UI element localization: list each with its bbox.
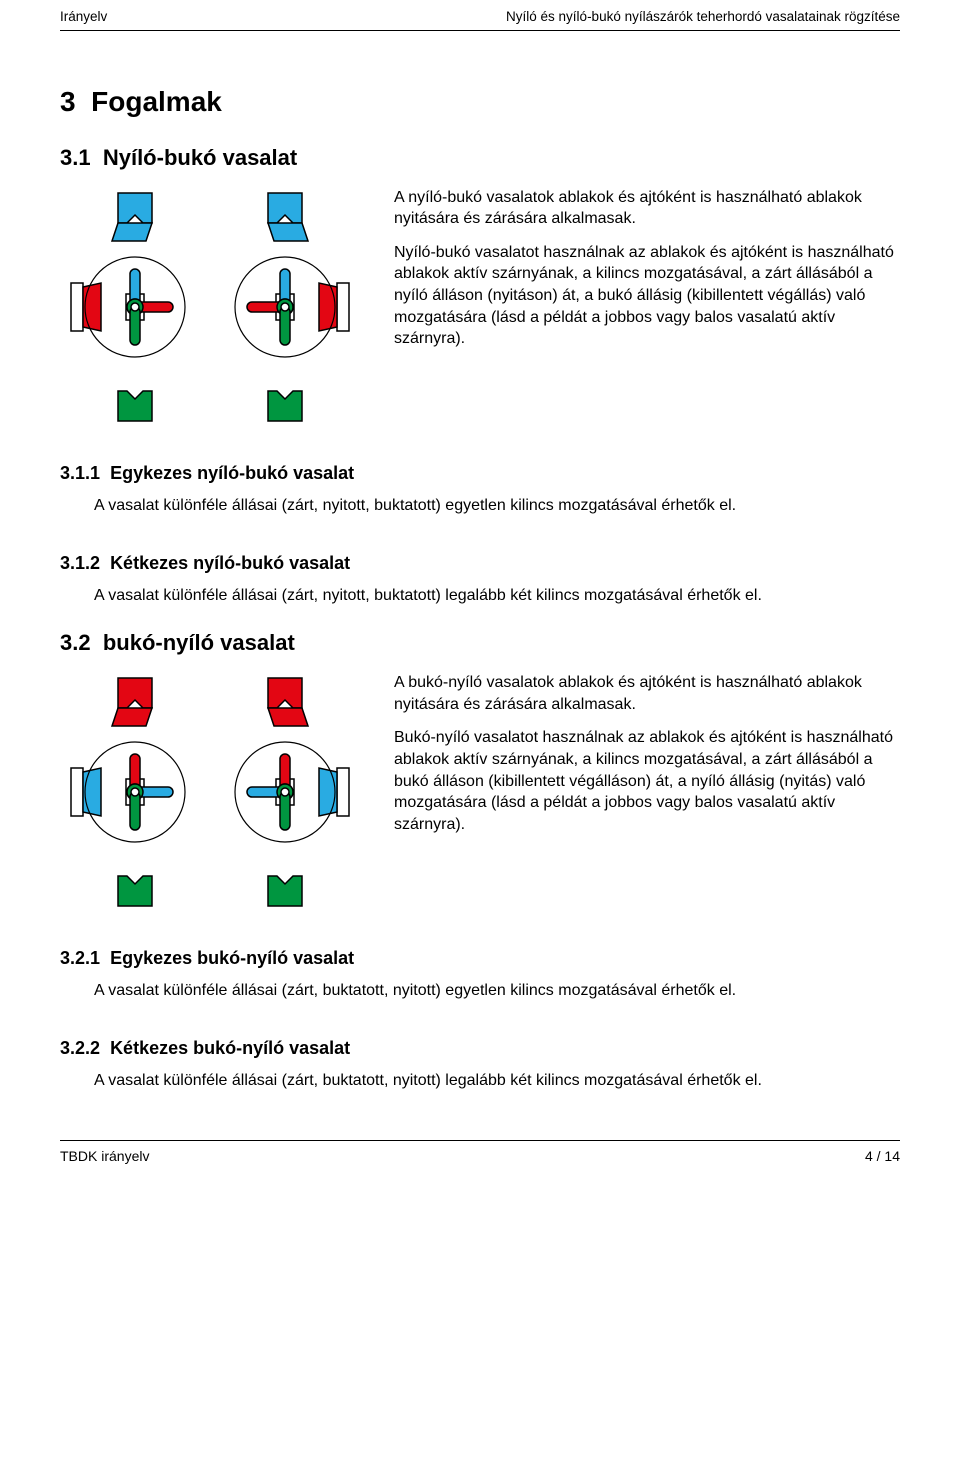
diagram-buko-nyilo-svg [60, 672, 360, 912]
heading-3-2-2: 3.2.2 Kétkezes bukó-nyíló vasalat [60, 1036, 900, 1060]
heading-3-1-2-num: 3.1.2 [60, 553, 100, 573]
heading-3-2-1-num: 3.2.1 [60, 948, 100, 968]
heading-3-1-1-title: Egykezes nyíló-bukó vasalat [110, 463, 354, 483]
heading-3-2-1-title: Egykezes bukó-nyíló vasalat [110, 948, 354, 968]
diagram-nyilo-buko-svg [60, 187, 360, 427]
heading-3-num: 3 [60, 86, 76, 117]
header-left: Irányelv [60, 8, 107, 26]
p-3-1-b: Nyíló-bukó vasalatot használnak az ablak… [394, 242, 900, 350]
header-right: Nyíló és nyíló-bukó nyílászárók teherhor… [506, 8, 900, 26]
p-3-2-1: A vasalat különféle állásai (zárt, bukta… [94, 980, 900, 1002]
heading-3-1-title: Nyíló-bukó vasalat [103, 145, 297, 170]
p-3-2-a: A bukó-nyíló vasalatok ablakok és ajtóké… [394, 672, 900, 715]
heading-3-2-2-title: Kétkezes bukó-nyíló vasalat [110, 1038, 350, 1058]
footer-left: TBDK irányelv [60, 1147, 149, 1166]
p-3-1-2: A vasalat különféle állásai (zárt, nyito… [94, 585, 900, 607]
heading-3: 3 Fogalmak [60, 83, 900, 121]
heading-3-2-1: 3.2.1 Egykezes bukó-nyíló vasalat [60, 946, 900, 970]
heading-3-1-1-num: 3.1.1 [60, 463, 100, 483]
heading-3-1: 3.1 Nyíló-bukó vasalat [60, 143, 900, 173]
diagram-buko-nyilo [60, 672, 360, 912]
diagram-nyilo-buko [60, 187, 360, 427]
heading-3-1-1: 3.1.1 Egykezes nyíló-bukó vasalat [60, 461, 900, 485]
heading-3-2: 3.2 bukó-nyíló vasalat [60, 628, 900, 658]
page-footer: TBDK irányelv 4 / 14 [60, 1140, 900, 1172]
heading-3-1-2-title: Kétkezes nyíló-bukó vasalat [110, 553, 350, 573]
p-3-1-a: A nyíló-bukó vasalatok ablakok és ajtóké… [394, 187, 900, 230]
p-3-2-2: A vasalat különféle állásai (zárt, bukta… [94, 1070, 900, 1092]
heading-3-1-num: 3.1 [60, 145, 91, 170]
heading-3-2-2-num: 3.2.2 [60, 1038, 100, 1058]
p-3-1-1: A vasalat különféle állásai (zárt, nyito… [94, 495, 900, 517]
p-3-2-b: Bukó-nyíló vasalatot használnak az ablak… [394, 727, 900, 835]
page-header: Irányelv Nyíló és nyíló-bukó nyílászárók… [60, 0, 900, 31]
footer-right: 4 / 14 [865, 1147, 900, 1166]
heading-3-title: Fogalmak [91, 86, 222, 117]
heading-3-2-title: bukó-nyíló vasalat [103, 630, 295, 655]
heading-3-2-num: 3.2 [60, 630, 91, 655]
heading-3-1-2: 3.1.2 Kétkezes nyíló-bukó vasalat [60, 551, 900, 575]
